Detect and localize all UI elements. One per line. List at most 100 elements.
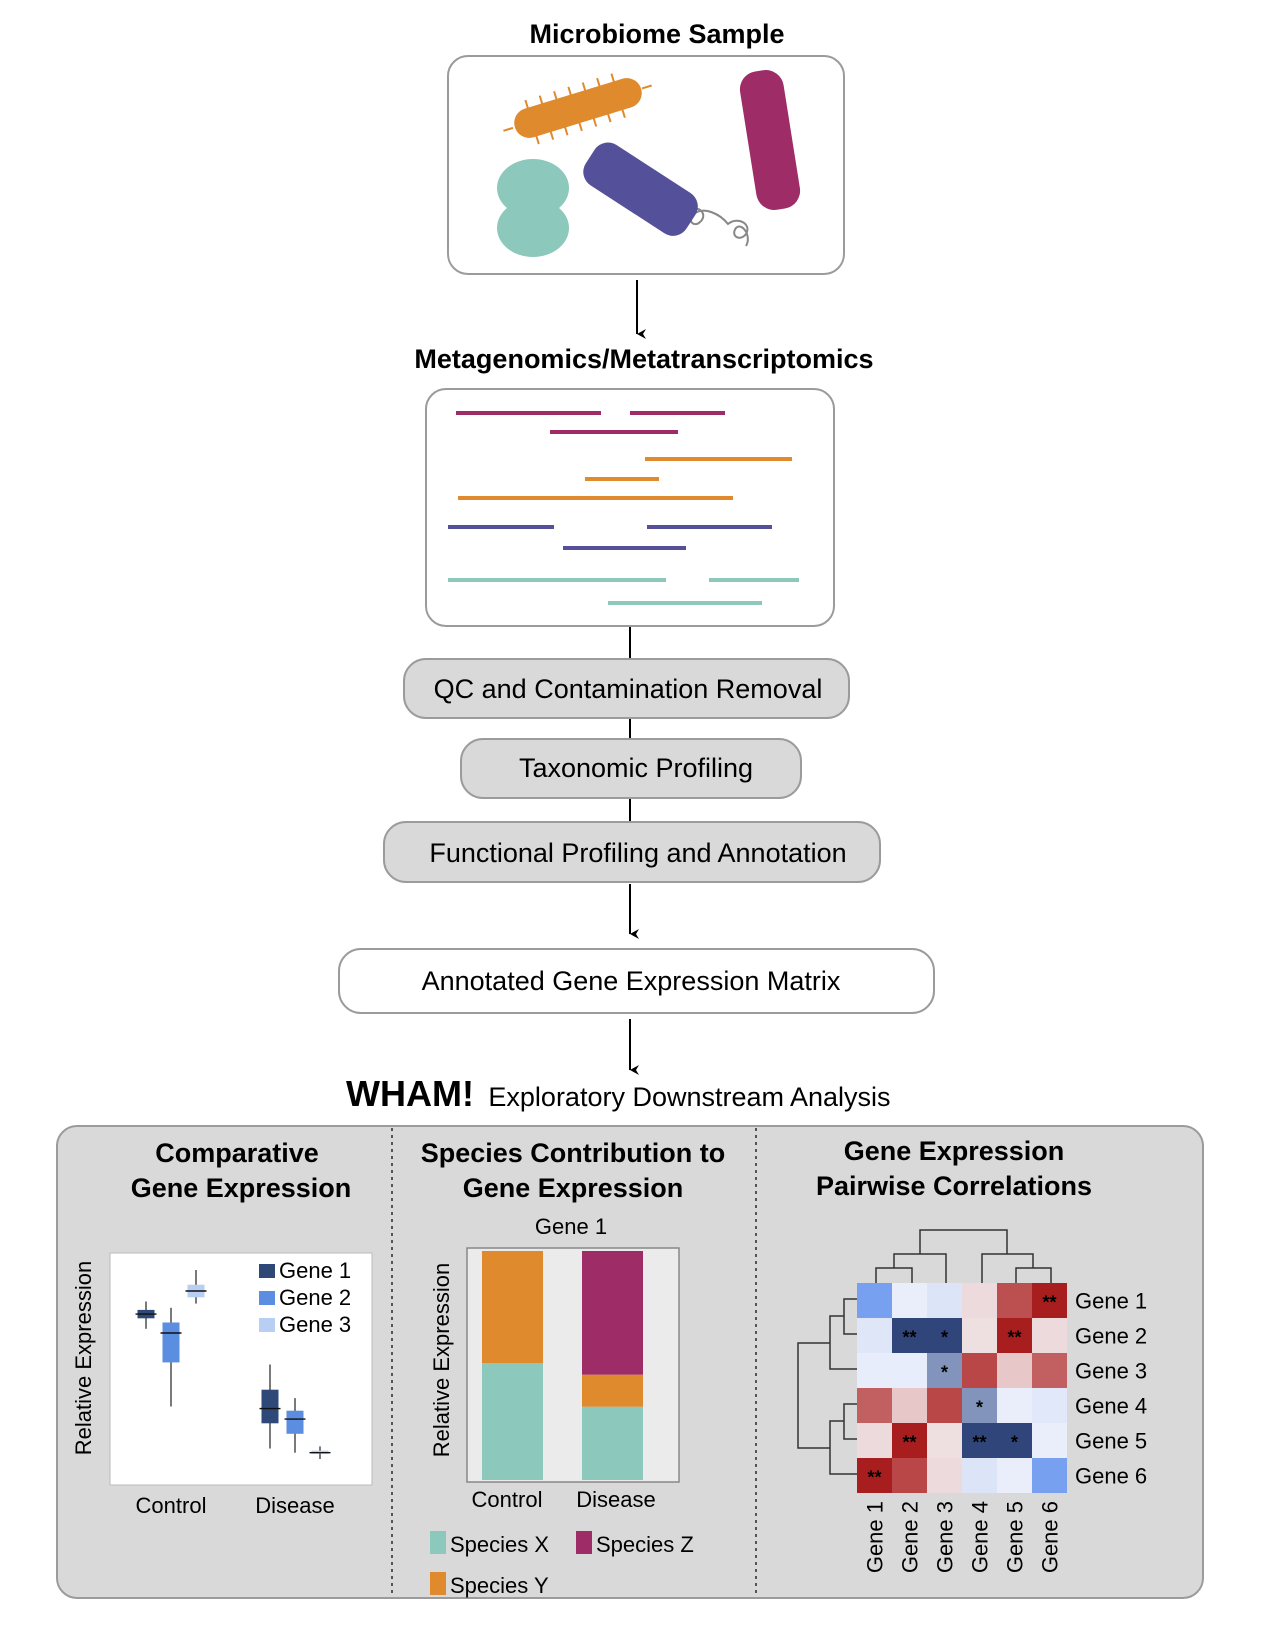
heatmap-cell — [962, 1318, 997, 1353]
heatmap-col-label: Gene 6 — [1038, 1501, 1063, 1573]
orange-bacterium-icon — [503, 73, 652, 145]
bar-segment-species-z-disease — [582, 1251, 643, 1375]
significance-marker: * — [941, 1363, 948, 1383]
heatmap-cell — [892, 1458, 927, 1493]
box-gene-1-disease — [259, 1364, 281, 1449]
sequencing-title: Metagenomics/Metatranscriptomics — [414, 344, 873, 374]
heatmap-cell — [857, 1458, 892, 1493]
legend-label: Gene 1 — [279, 1258, 351, 1283]
significance-marker: * — [976, 1398, 983, 1418]
heatmap-cell — [857, 1423, 892, 1458]
box-gene-1-control — [135, 1301, 157, 1329]
heatmap-row-label: Gene 5 — [1075, 1429, 1147, 1454]
bar-segment-species-x-control — [482, 1363, 543, 1480]
heatmap-cell — [997, 1423, 1032, 1458]
legend-swatch — [430, 1572, 446, 1595]
sequencing-reads — [448, 411, 799, 605]
heatmap-cell — [1032, 1353, 1067, 1388]
heatmap-cell — [962, 1283, 997, 1318]
heatmap-cell — [892, 1283, 927, 1318]
legend-label: Gene 2 — [279, 1285, 351, 1310]
boxplot-ylabel: Relative Expression — [71, 1261, 96, 1455]
significance-marker: ** — [867, 1468, 881, 1488]
legend-swatch — [259, 1264, 275, 1278]
bar-segment-species-y-disease — [582, 1374, 643, 1407]
species-xlabel-disease: Disease — [576, 1487, 655, 1512]
heatmap-row-label: Gene 4 — [1075, 1394, 1147, 1419]
significance-marker: ** — [902, 1433, 916, 1453]
heatmap-cell — [997, 1388, 1032, 1423]
bar-segment-species-x-disease — [582, 1406, 643, 1480]
species-chart-title: Gene 1 — [535, 1214, 607, 1239]
heatmap-cell — [997, 1283, 1032, 1318]
legend-label: Species X — [450, 1532, 549, 1557]
step-functional-label: Functional Profiling and Annotation — [429, 838, 846, 868]
significance-marker: ** — [1007, 1328, 1021, 1348]
species-xlabel-control: Control — [472, 1487, 543, 1512]
heatmap-cell — [962, 1388, 997, 1423]
row-dendrogram — [797, 1298, 857, 1475]
box-gene-2-control — [160, 1307, 182, 1407]
significance-marker: * — [1011, 1433, 1018, 1453]
heatmap-cell — [1032, 1458, 1067, 1493]
expression-matrix: Annotated Gene Expression Matrix — [338, 948, 935, 1014]
heatmap-cell — [962, 1423, 997, 1458]
heatmap-col-label: Gene 2 — [898, 1501, 923, 1573]
heatmap-col-label: Gene 3 — [933, 1501, 958, 1573]
heatmap-cell — [1032, 1283, 1067, 1318]
significance-marker: * — [941, 1328, 948, 1348]
box-body — [261, 1389, 279, 1424]
heatmap-row-label: Gene 6 — [1075, 1464, 1147, 1489]
magenta-bacterium-icon — [739, 70, 801, 210]
legend-label: Species Y — [450, 1573, 549, 1598]
boxplot-area — [109, 1252, 373, 1486]
legend-label: Gene 3 — [279, 1312, 351, 1337]
comparative-title-1: Comparative — [155, 1138, 319, 1168]
species-legend: Species X Species Z Species Y — [430, 1531, 694, 1598]
significance-marker: ** — [972, 1433, 986, 1453]
step-qc-label: QC and Contamination Removal — [434, 674, 823, 704]
heatmap-cell — [997, 1353, 1032, 1388]
heatmap-col-label: Gene 5 — [1003, 1501, 1028, 1573]
wham-name: WHAM! — [346, 1073, 474, 1114]
box-gene-2-disease — [284, 1398, 306, 1453]
heatmap-cell — [927, 1353, 962, 1388]
heatmap-cell — [962, 1353, 997, 1388]
boxplot-marks — [135, 1270, 331, 1459]
heatmap-cell — [927, 1388, 962, 1423]
heatmap-col-label: Gene 1 — [863, 1501, 888, 1573]
heatmap-cell — [962, 1458, 997, 1493]
wham-header: WHAM! Exploratory Downstream Analysis — [346, 1073, 891, 1114]
box-gene-3-disease — [309, 1446, 331, 1459]
heatmap-row-label: Gene 2 — [1075, 1324, 1147, 1349]
heatmap-cell — [927, 1283, 962, 1318]
step-functional: Functional Profiling and Annotation — [383, 821, 881, 883]
heatmap-cells: **** * ****** ** *** — [857, 1283, 1067, 1493]
heatmap-cell — [857, 1388, 892, 1423]
heatmap-cell — [857, 1283, 892, 1318]
sample-title: Microbiome Sample — [529, 19, 784, 49]
heatmap-cell — [857, 1318, 892, 1353]
comparative-title-2: Gene Expression — [131, 1173, 352, 1203]
heatmap-cell — [857, 1353, 892, 1388]
comparative-panel: Comparative Gene Expression Relative Exp… — [71, 1138, 373, 1518]
heatmap-col-labels: Gene 1 Gene 2 Gene 3 Gene 4 Gene 5 Gene 6 — [863, 1501, 1063, 1573]
heatmap-cell — [997, 1318, 1032, 1353]
reads-box — [425, 388, 835, 627]
boxplot-xlabel-disease: Disease — [255, 1493, 334, 1518]
species-title-1: Species Contribution to — [421, 1138, 726, 1168]
wham-subtitle: Exploratory Downstream Analysis — [488, 1082, 890, 1112]
legend-label: Species Z — [596, 1532, 694, 1557]
heatmap-cell — [892, 1423, 927, 1458]
legend-swatch — [430, 1531, 446, 1554]
heatmap-cell — [892, 1388, 927, 1423]
matrix-label: Annotated Gene Expression Matrix — [422, 966, 841, 996]
heatmap-cell — [1032, 1318, 1067, 1353]
heatmap-cell — [927, 1318, 962, 1353]
heatmap-cell — [892, 1318, 927, 1353]
heatmap-col-label: Gene 4 — [968, 1501, 993, 1573]
species-title-2: Gene Expression — [463, 1173, 684, 1203]
species-panel: Species Contribution to Gene Expression … — [421, 1138, 726, 1598]
